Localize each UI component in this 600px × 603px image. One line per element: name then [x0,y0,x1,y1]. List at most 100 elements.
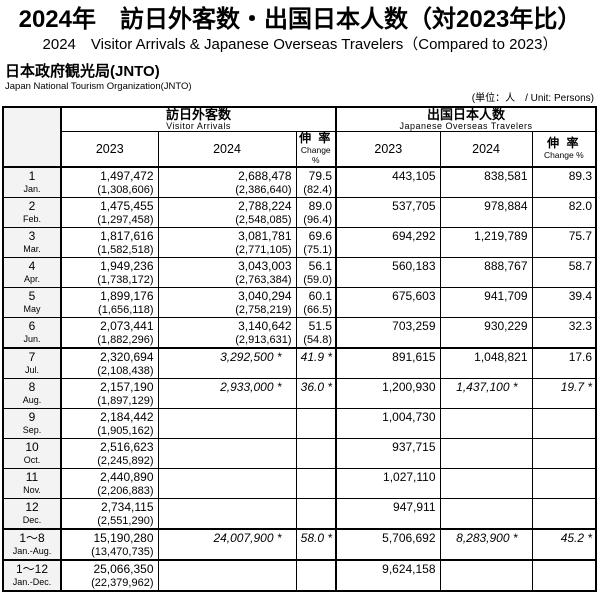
month-number: 2 [28,198,36,213]
prev-value: (2,771,105) [235,243,292,256]
cell-visitor-change: 79.5 (82.4) [295,166,338,198]
month-number: 4 [28,258,36,273]
month-number: 3 [28,228,36,243]
group-title-ja: 出国日本人数 [427,107,506,122]
prev-value: (1,656,118) [98,303,154,316]
month-name: Dec. [22,514,42,525]
month-cell: 2 Feb. [2,196,62,228]
month-name: Jan.-Aug. [12,545,52,556]
cell-visitor-2024: 3,081,781 (2,771,105) [157,226,297,258]
value [533,409,596,410]
value: 32.3 [568,318,593,333]
prev-value: (96.4) [303,213,333,226]
prev-value: (75.1) [303,243,333,256]
cell-visitor-2024 [157,467,297,499]
group-header-japanese-travelers: 出国日本人数 Japanese Overseas Travelers [335,106,597,132]
cell-visitor-2023: 2,516,623 (2,245,892) [60,437,159,469]
value: 1,219,789 [474,228,528,243]
cell-visitor-2023: 1,899,176 (1,656,118) [60,286,159,318]
table-row-jan: 1 Jan. 1,497,472 (1,308,606) 2,688,478 (2,3… [2,166,597,198]
prev-value: (54.8) [303,333,333,346]
value: 1,048,821 [474,349,528,364]
cell-japanese-2023: 891,615 [335,346,441,379]
value [159,561,296,562]
value: 1,027,110 [383,469,436,484]
cell-japanese-change [531,467,597,499]
cell-japanese-2023: 5,706,692 [335,527,441,560]
value: 8,283,900 * [456,530,518,545]
prev-value: (2,245,892) [97,454,154,467]
month-cell: 8 Aug. [2,377,62,409]
cell-visitor-change [295,497,338,529]
month-number: 10 [25,439,39,454]
cell-visitor-2023: 2,184,442 (1,905,162) [60,407,159,439]
value: 51.5 [308,318,333,333]
month-number: 5 [28,288,36,303]
org-name-en: Japan National Tourism Organization(JNTO… [5,81,192,92]
table-row-feb: 2 Feb. 1,475,455 (1,297,458) 2,788,224 (2,5… [2,196,597,228]
month-name: Jan.-Dec. [12,576,52,587]
month-cell: 3 Mar. [2,226,62,258]
value: 56.1 [308,258,333,273]
month-cell: 10 Oct. [2,437,62,469]
cell-japanese-2024 [439,497,533,529]
value: 1,949,236 [100,258,154,273]
month-number: 8 [28,379,36,394]
value [441,499,532,500]
value: 2,788,224 [238,198,292,213]
value: 560,183 [392,258,436,273]
cell-visitor-change: 41.9 * [295,346,338,379]
cell-visitor-2023: 1,949,236 (1,738,172) [60,256,159,288]
cell-japanese-2023: 675,603 [335,286,441,318]
cell-visitor-2024: 2,688,478 (2,386,640) [157,166,297,198]
cell-visitor-2023: 1,475,455 (1,297,458) [60,196,159,228]
table-row-apr: 4 Apr. 1,949,236 (1,738,172) 3,043,003 (2,7… [2,256,597,288]
cell-visitor-2023: 2,734,115 (2,551,290) [60,497,159,529]
month-cell: 5 May [2,286,62,318]
value [159,439,296,440]
value: 69.6 [308,228,333,243]
change-label-en: Change % [543,150,584,161]
cell-visitor-2024 [157,558,297,591]
cell-japanese-2024: 888,767 [439,256,533,288]
cell-visitor-2024: 3,043,003 (2,763,384) [157,256,297,288]
prev-value: (2,913,631) [235,333,292,346]
value: 1,437,100 * [456,379,518,394]
value: 45.2 * [560,530,593,545]
cell-visitor-change: 89.0 (96.4) [295,196,338,228]
group-title-en: Visitor Arrivals [166,121,231,131]
month-cell: 1～12 Jan.-Dec. [2,558,62,591]
value: 3,292,500 * [220,349,282,364]
prev-value: (2,763,384) [235,273,292,286]
cell-japanese-2024: 838,581 [439,166,533,198]
value: 694,292 [392,228,436,243]
change-label-en: Change % [300,145,331,166]
value: 888,767 [484,258,528,273]
value: 1,200,930 [382,379,436,394]
month-name: Oct. [23,454,41,465]
cell-visitor-change [295,407,338,439]
table-row-jul: 7 Jul. 2,320,694 (2,108,438) 3,292,500 * 4… [2,346,597,379]
cell-visitor-change [295,467,338,499]
cell-japanese-2023: 703,259 [335,316,441,348]
jnto-stats-page: 2024年 訪日外客数・出国日本人数（対2023年比） 2024 Visitor… [0,6,600,592]
col-header-japanese-change: 伸 率 Change % [531,131,597,168]
page-subtitle: 2024 Visitor Arrivals & Japanese Oversea… [42,36,558,53]
cell-visitor-2023: 15,190,280 (13,470,735) [60,527,159,560]
month-number: 1～12 [15,561,49,576]
month-cell: 4 Apr. [2,256,62,288]
col-header-visitor-2024: 2024 [157,131,297,168]
cell-visitor-2024: 3,140,642 (2,913,631) [157,316,297,348]
prev-value: (1,882,296) [97,333,154,346]
value [159,499,296,500]
value: 941,709 [484,288,528,303]
prev-value: (1,905,162) [97,424,154,437]
group-title-ja: 訪日外客数 [166,107,232,122]
table-row-jun: 6 Jun. 2,073,441 (1,882,296) 3,140,642 (2,9… [2,316,597,348]
cell-japanese-2023: 947,911 [335,497,441,529]
month-name: Aug. [22,394,42,405]
value [441,409,532,410]
cell-japanese-change: 75.7 [531,226,597,258]
value: 2,184,442 [100,409,154,424]
value: 838,581 [484,168,528,183]
